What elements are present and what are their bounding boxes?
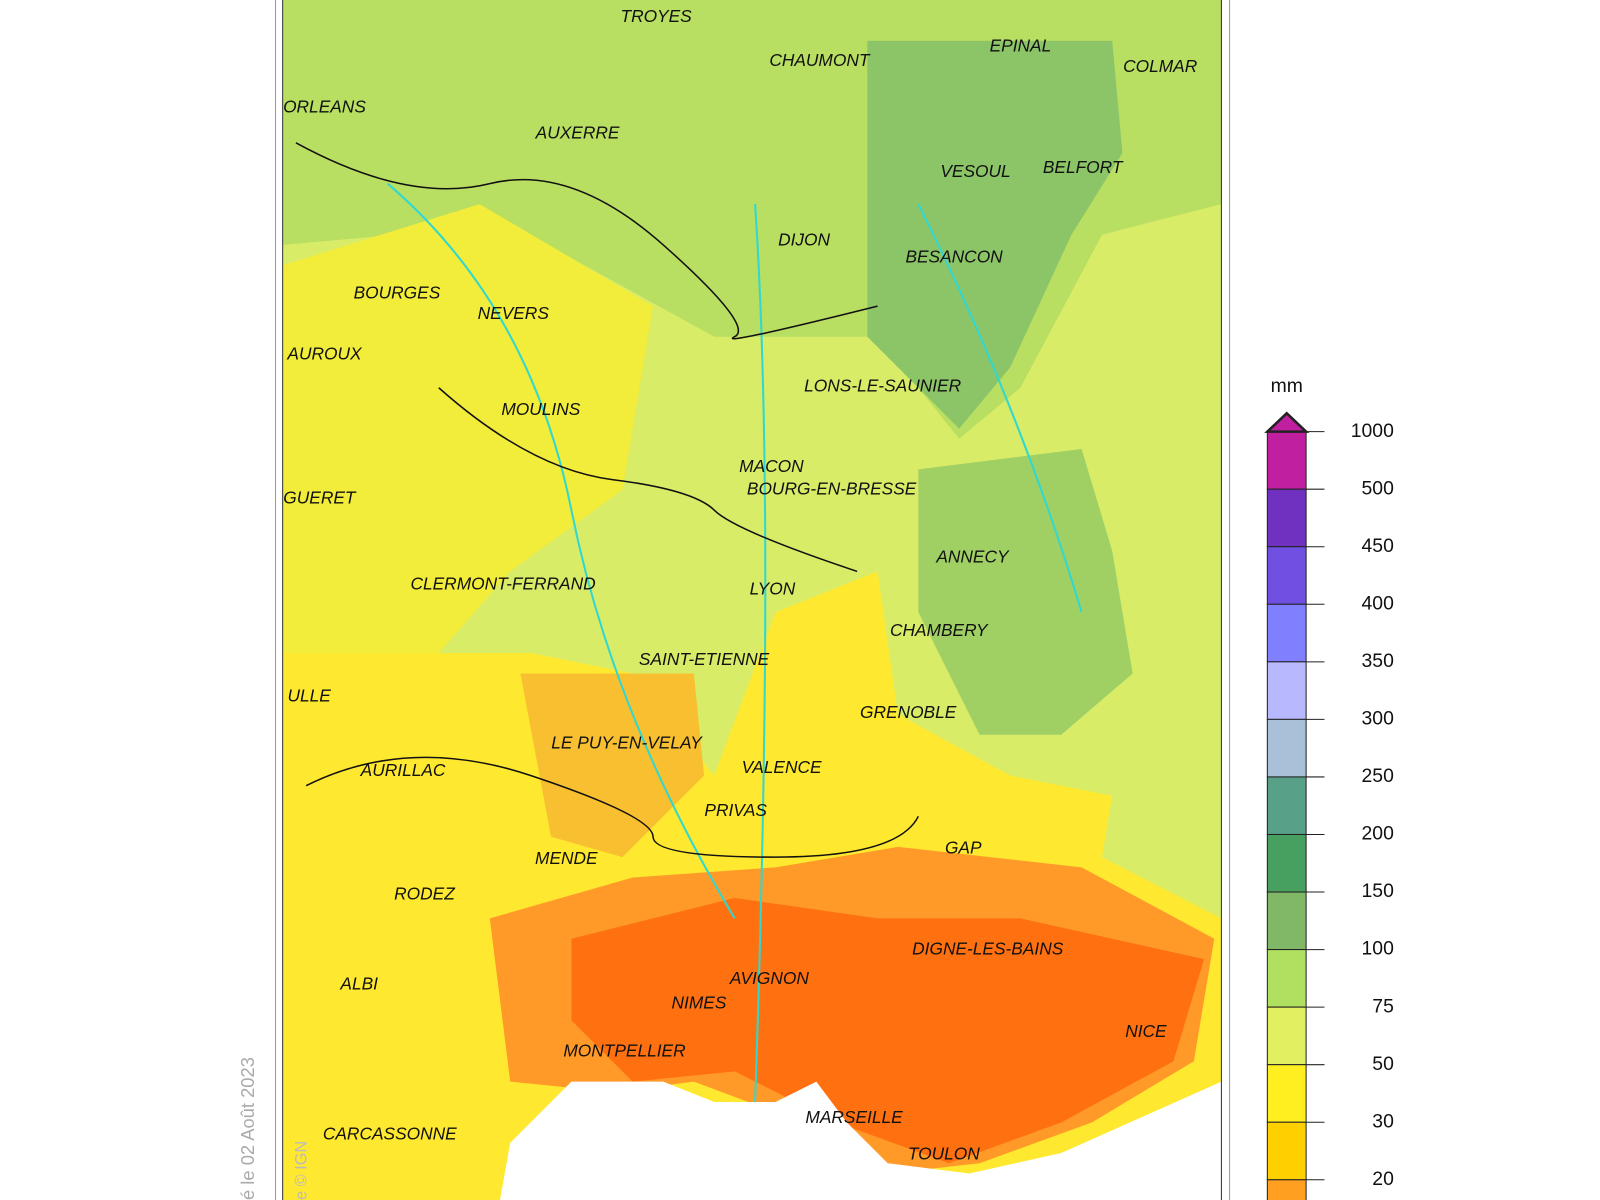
zone-yellow (282, 204, 654, 654)
city-label: TROYES (620, 6, 692, 26)
zone-alps (918, 448, 1133, 735)
city-label: MOULINS (501, 399, 580, 419)
city-label: MENDE (535, 848, 598, 868)
rivers (387, 182, 1083, 1103)
zone-amber (520, 673, 705, 858)
city-label: RODEZ (394, 883, 456, 903)
city-label: PRIVAS (704, 800, 767, 820)
city-label: LONS-LE-SAUNIER (804, 375, 961, 395)
legend-swatch (1266, 833, 1307, 893)
legend-swatch (1266, 1064, 1307, 1123)
city-label: GRENOBLE (860, 702, 957, 722)
city-label: EPINAL (990, 36, 1052, 56)
legend-tick-label: 20 (1372, 1168, 1394, 1190)
city-label: ALBI (339, 973, 378, 993)
legend-tick-label: 30 (1372, 1110, 1394, 1132)
city-label: DIJON (778, 229, 830, 249)
zone-red-orange (571, 897, 1205, 1164)
city-label: SAINT-ETIENNE (639, 649, 770, 669)
city-label: VESOUL (940, 161, 1010, 181)
legend-swatch (1266, 488, 1307, 548)
zone-darkgreen (867, 40, 1123, 429)
legend-swatch (1266, 891, 1307, 951)
city-label: MACON (739, 456, 804, 476)
legend-tick-label: 300 (1362, 708, 1395, 730)
city-label: BOURG-EN-BRESSE (747, 478, 917, 498)
legend-tick-label: 1000 (1351, 420, 1394, 442)
legend-tick-label: 100 (1362, 938, 1395, 960)
legend-swatch (1266, 546, 1307, 605)
city-label: CLERMONT-FERRAND (410, 573, 595, 593)
city-label: NICE (1125, 1021, 1167, 1041)
city-label: TOULON (908, 1144, 980, 1164)
credit-text: e © IGN (292, 1141, 310, 1200)
city-label: AUROUX (286, 344, 363, 364)
city-label: AVIGNON (729, 968, 809, 988)
legend-swatch (1266, 718, 1307, 778)
date-text: é le 02 Août 2023 (237, 1057, 258, 1200)
city-label: ULLE (288, 686, 332, 706)
legend-swatch (1266, 603, 1307, 663)
legend-swatch (1266, 431, 1307, 490)
city-label: CHAMBERY (890, 620, 989, 640)
legend-swatch (1266, 661, 1307, 720)
city-label: CARCASSONNE (323, 1123, 457, 1143)
city-label: AURILLAC (360, 760, 446, 780)
city-label: NIMES (672, 993, 727, 1013)
legend-tick-label: 200 (1362, 823, 1395, 845)
city-label: ANNECY (935, 547, 1010, 567)
city-label: ORLEANS (283, 97, 366, 117)
legend-tick-label: 150 (1362, 880, 1395, 902)
city-label: GUERET (283, 488, 357, 508)
legend-swatch (1266, 1121, 1307, 1181)
legend-swatch (1266, 1006, 1307, 1066)
city-label: BESANCON (905, 247, 1003, 267)
city-label: CHAUMONT (769, 50, 871, 70)
legend-tick-label: 350 (1362, 650, 1395, 672)
city-label: LYON (750, 578, 796, 598)
legend-tick-label: 400 (1362, 592, 1395, 614)
legend-tick-label: 250 (1362, 765, 1395, 787)
city-label: LE PUY-EN-VELAY (551, 732, 703, 752)
city-label: VALENCE (742, 757, 822, 777)
city-label: AUXERRE (535, 122, 620, 142)
boundaries (295, 142, 920, 858)
legend-tick-label: 450 (1362, 535, 1395, 557)
legend-swatch (1266, 776, 1307, 835)
city-label: MARSEILLE (805, 1107, 903, 1127)
city-label: GAP (945, 838, 982, 858)
legend-tick-label: 75 (1372, 995, 1394, 1017)
city-label: DIGNE-LES-BAINS (912, 939, 1064, 959)
legend-arrow (1264, 411, 1310, 433)
legend-tick-label: 50 (1372, 1053, 1394, 1075)
city-label: MONTPELLIER (563, 1041, 685, 1061)
legend-swatch (1266, 1179, 1307, 1200)
city-labels: TROYES CHAUMONT EPINAL COLMAR ORLEANS AUXERRE… (283, 6, 1197, 1164)
legend-tick-label: 500 (1362, 477, 1395, 499)
city-label: BOURGES (354, 282, 441, 302)
map-area (282, 0, 1222, 1200)
city-label: NEVERS (478, 303, 550, 323)
legend-unit: mm (1271, 375, 1303, 397)
sea (282, 1081, 1222, 1200)
city-label: COLMAR (1123, 56, 1197, 76)
city-label: BELFORT (1043, 157, 1124, 177)
legend-swatch (1266, 949, 1307, 1008)
